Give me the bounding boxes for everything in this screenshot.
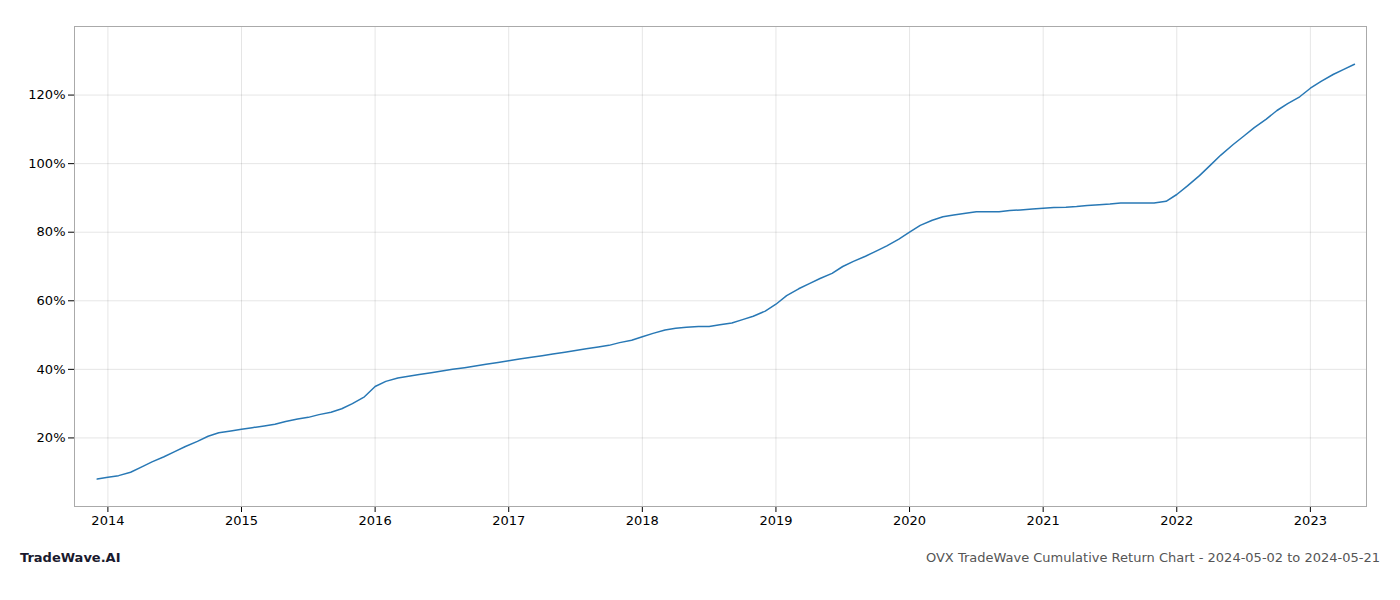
svg-text:2014: 2014: [91, 513, 124, 528]
svg-text:2015: 2015: [225, 513, 258, 528]
svg-text:2019: 2019: [759, 513, 792, 528]
svg-text:2023: 2023: [1294, 513, 1327, 528]
svg-text:2017: 2017: [492, 513, 525, 528]
svg-text:100%: 100%: [28, 156, 65, 171]
svg-text:2018: 2018: [626, 513, 659, 528]
svg-text:20%: 20%: [37, 430, 66, 445]
svg-text:2021: 2021: [1027, 513, 1060, 528]
svg-text:120%: 120%: [28, 87, 65, 102]
svg-text:60%: 60%: [37, 293, 66, 308]
svg-text:2020: 2020: [893, 513, 926, 528]
svg-text:80%: 80%: [37, 224, 66, 239]
svg-text:2016: 2016: [359, 513, 392, 528]
html-text:TradeWave.AI: TradeWave.AI: [20, 550, 121, 565]
html-text:OVX TradeWave Cumulative Retur: OVX TradeWave Cumulative Return Chart - …: [926, 550, 1380, 565]
svg-text:2022: 2022: [1160, 513, 1193, 528]
svg-text:40%: 40%: [37, 362, 66, 377]
